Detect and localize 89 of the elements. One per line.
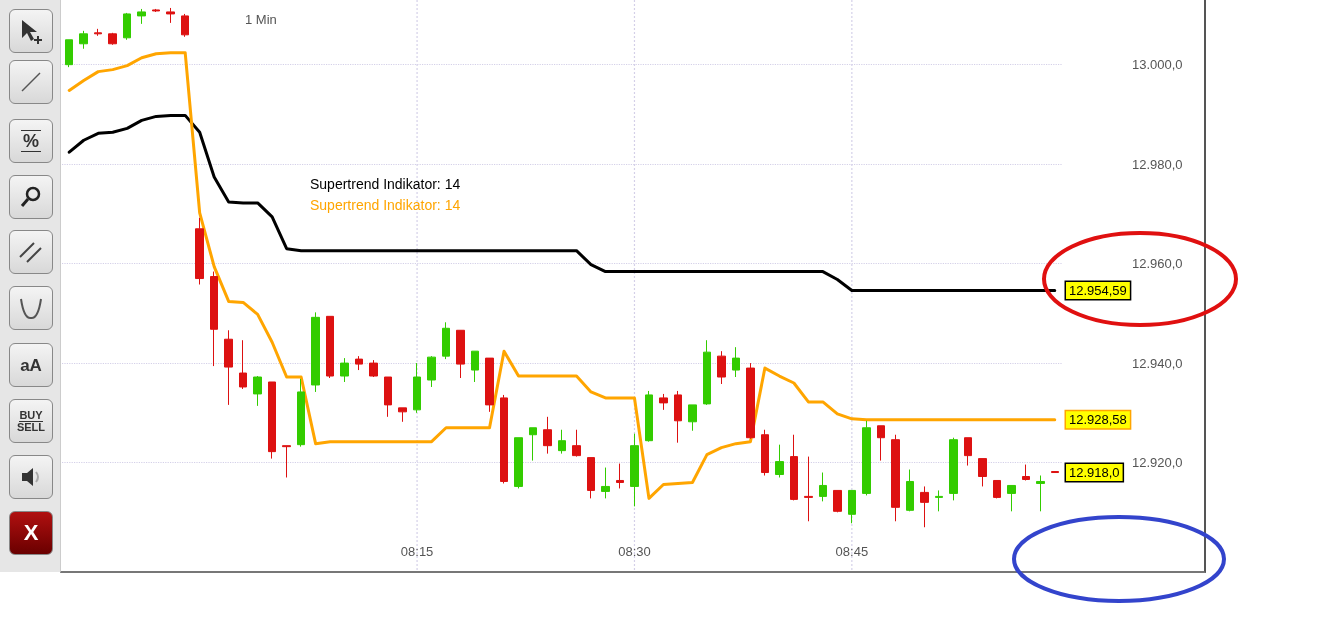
tool-button: X bbox=[9, 511, 53, 555]
candlestick bbox=[674, 390, 682, 444]
candlestick bbox=[166, 7, 175, 24]
candlestick bbox=[543, 416, 552, 455]
candlestick bbox=[891, 434, 900, 522]
candlestick bbox=[645, 390, 653, 443]
candlestick bbox=[558, 429, 566, 455]
candlestick bbox=[514, 437, 523, 489]
candlestick bbox=[94, 28, 102, 37]
candlestick bbox=[978, 458, 987, 487]
candlestick bbox=[529, 427, 537, 462]
candlestick bbox=[833, 489, 842, 513]
candlestick bbox=[340, 357, 349, 383]
y-tick-label: 13.000,0 bbox=[1132, 57, 1183, 73]
candlestick bbox=[659, 393, 668, 411]
candlestick bbox=[819, 472, 827, 502]
candlestick bbox=[1051, 471, 1059, 474]
candlestick bbox=[355, 355, 363, 371]
candlestick bbox=[877, 425, 885, 462]
candlestick bbox=[152, 8, 160, 13]
text: Supertrend Indikator: 14 bbox=[310, 197, 461, 213]
candlestick bbox=[195, 217, 204, 286]
tool-button: BUY SELL bbox=[9, 399, 53, 443]
candlestick bbox=[1036, 475, 1045, 512]
text: Supertrend Indikator: 14 bbox=[310, 176, 461, 192]
candlestick bbox=[906, 469, 914, 512]
text: 12.918,0 bbox=[1069, 465, 1120, 481]
x-tick-label: 08:45 bbox=[835, 544, 869, 559]
candlestick bbox=[1022, 464, 1030, 481]
line-series bbox=[67, 51, 1057, 500]
x-tick-label: 08:15 bbox=[400, 544, 434, 559]
candlestick bbox=[601, 467, 610, 499]
candlestick bbox=[993, 479, 1001, 499]
line-series bbox=[67, 113, 1057, 292]
candlestick bbox=[413, 362, 421, 414]
candlestick bbox=[688, 404, 697, 432]
candlestick bbox=[732, 346, 740, 378]
candlestick bbox=[761, 429, 769, 477]
candlestick bbox=[297, 378, 305, 448]
candlestick bbox=[137, 8, 146, 25]
candlestick bbox=[920, 485, 929, 528]
candlestick bbox=[108, 32, 117, 46]
candlestick bbox=[65, 39, 73, 68]
candlestick bbox=[369, 359, 378, 378]
y-tick-label: 12.940,0 bbox=[1132, 355, 1183, 371]
candlestick bbox=[848, 489, 856, 524]
candlestick bbox=[790, 434, 798, 501]
candlestick bbox=[326, 315, 334, 379]
tool-button: % bbox=[9, 119, 53, 163]
candlestick bbox=[500, 394, 508, 484]
candlestick bbox=[630, 433, 639, 507]
candlestick bbox=[949, 437, 958, 501]
candlestick bbox=[775, 444, 784, 478]
candlestick bbox=[703, 339, 711, 406]
candlestick bbox=[587, 457, 595, 499]
y-tick-label: 12.960,0 bbox=[1132, 256, 1183, 272]
candlestick bbox=[282, 445, 291, 478]
text: 12.954,59 bbox=[1069, 282, 1127, 298]
candlestick bbox=[311, 311, 320, 393]
candlestick bbox=[572, 429, 581, 458]
tool-button: aA bbox=[9, 343, 53, 387]
candlestick bbox=[427, 355, 436, 388]
candlestick bbox=[862, 420, 871, 496]
candlestick bbox=[79, 30, 88, 50]
candlestick bbox=[485, 357, 494, 413]
candlestick bbox=[964, 437, 972, 467]
candlestick bbox=[268, 381, 276, 460]
x-tick-label: 08:30 bbox=[618, 544, 651, 559]
candlestick bbox=[1007, 484, 1016, 512]
candlestick bbox=[804, 456, 813, 522]
candlestick bbox=[398, 407, 407, 423]
candlestick bbox=[456, 329, 465, 379]
text: 12.928,58 bbox=[1069, 412, 1127, 428]
candlestick bbox=[123, 12, 131, 41]
candlestick bbox=[442, 321, 450, 360]
text: 1 Min bbox=[245, 12, 277, 27]
candlestick bbox=[471, 350, 479, 383]
candlestick bbox=[253, 375, 262, 407]
y-tick-label: 12.920,0 bbox=[1132, 455, 1183, 471]
candlestick bbox=[181, 13, 189, 38]
candlestick bbox=[239, 339, 247, 390]
candlestick bbox=[717, 350, 726, 385]
candlestick bbox=[384, 376, 392, 418]
candlestick bbox=[210, 271, 218, 367]
y-tick-label: 12.980,0 bbox=[1132, 156, 1183, 172]
candlestick bbox=[746, 362, 755, 440]
candlestick bbox=[224, 329, 233, 406]
candlestick bbox=[616, 463, 624, 489]
candlestick bbox=[935, 489, 943, 512]
